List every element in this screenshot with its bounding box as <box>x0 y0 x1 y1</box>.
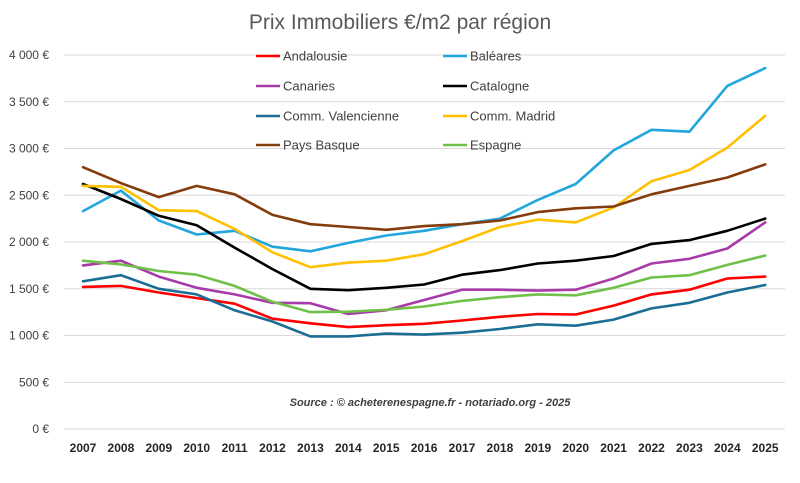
x-tick-label: 2019 <box>524 441 551 455</box>
x-tick-label: 2024 <box>714 441 741 455</box>
x-tick-label: 2023 <box>676 441 703 455</box>
y-tick-label: 3 000 € <box>9 142 49 156</box>
x-tick-label: 2013 <box>297 441 324 455</box>
y-tick-label: 1 500 € <box>9 282 49 296</box>
legend-label: Comm. Madrid <box>470 109 555 124</box>
y-tick-label: 500 € <box>19 375 49 389</box>
legend-label: Pays Basque <box>283 138 360 153</box>
x-tick-label: 2018 <box>487 441 514 455</box>
series-line <box>81 221 767 316</box>
x-tick-label: 2008 <box>108 441 135 455</box>
x-tick-label: 2017 <box>449 441 476 455</box>
x-tick-label: 2025 <box>752 441 779 455</box>
legend-label: Baléares <box>470 49 522 64</box>
source-annotation: Source : © acheterenespagne.fr - notaria… <box>290 397 572 409</box>
legend-label: Andalousie <box>283 49 347 64</box>
series-line <box>81 114 767 269</box>
x-axis-ticks: 2007 2008 2009 2010 2011 2012 2013 2014 2015 2016… <box>70 441 779 455</box>
chart-title: Prix Immobiliers €/m2 par région <box>249 11 551 34</box>
legend-label: Canaries <box>283 79 336 94</box>
x-tick-label: 2022 <box>638 441 665 455</box>
x-tick-label: 2014 <box>335 441 362 455</box>
y-tick-label: 2 000 € <box>9 235 49 249</box>
series-lines <box>81 66 767 338</box>
y-axis-ticks: 0 € 500 € 1 000 € 1 500 € 2 000 € 2 500 € 3 00… <box>9 48 49 436</box>
legend-label: Comm. Valencienne <box>283 109 399 124</box>
series-line <box>81 254 767 314</box>
x-tick-label: 2011 <box>222 441 248 455</box>
x-tick-label: 2012 <box>259 441 286 455</box>
x-tick-label: 2009 <box>145 441 172 455</box>
series-line <box>81 182 767 292</box>
series-line <box>81 163 767 232</box>
y-tick-label: 2 500 € <box>9 188 49 202</box>
series-line <box>81 66 767 253</box>
x-tick-label: 2007 <box>70 441 97 455</box>
legend-label: Catalogne <box>470 79 529 94</box>
legend-label: Espagne <box>470 138 521 153</box>
series-line <box>81 275 767 329</box>
legend: Andalousie Baléares Canaries Catalogne Comm.… <box>256 49 555 153</box>
x-tick-label: 2010 <box>183 441 210 455</box>
y-tick-label: 0 € <box>32 422 49 436</box>
y-tick-label: 3 500 € <box>9 95 49 109</box>
y-tick-label: 1 000 € <box>9 329 49 343</box>
series-line <box>81 273 767 338</box>
y-tick-label: 4 000 € <box>9 48 49 62</box>
x-tick-label: 2021 <box>600 441 627 455</box>
x-tick-label: 2015 <box>373 441 400 455</box>
x-tick-label: 2016 <box>411 441 438 455</box>
x-tick-label: 2020 <box>562 441 589 455</box>
